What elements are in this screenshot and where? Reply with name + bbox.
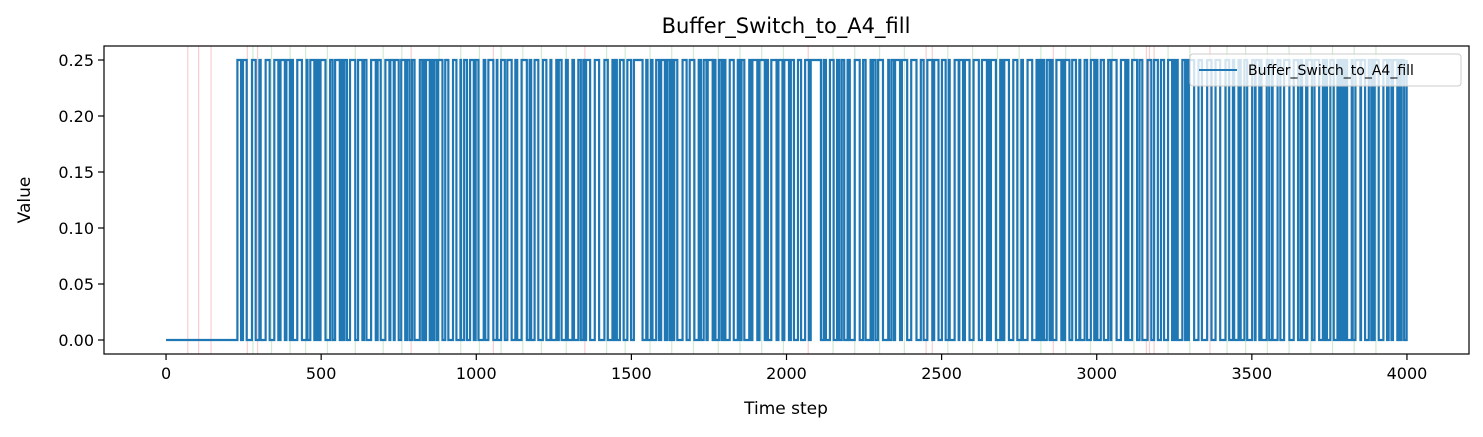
- y-tick-label: 0.05: [58, 275, 94, 294]
- y-tick-label: 0.00: [58, 331, 94, 350]
- series-layer: [166, 58, 1408, 342]
- x-tick-label: 500: [306, 364, 337, 383]
- chart-title: Buffer_Switch_to_A4_fill: [662, 14, 911, 39]
- x-tick-label: 2500: [921, 364, 962, 383]
- legend: Buffer_Switch_to_A4_fill: [1189, 53, 1462, 87]
- x-tick-label: 0: [161, 364, 171, 383]
- x-tick-label: 3000: [1076, 364, 1117, 383]
- y-tick-label: 0.20: [58, 107, 94, 126]
- x-tick-label: 2000: [766, 364, 807, 383]
- y-tick-label: 0.10: [58, 219, 94, 238]
- x-tick-label: 3500: [1231, 364, 1272, 383]
- y-tick-label: 0.25: [58, 51, 94, 70]
- legend-label: Buffer_Switch_to_A4_fill: [1248, 63, 1414, 79]
- legend-box: [1189, 53, 1462, 87]
- x-axis-label: Time step: [743, 399, 828, 419]
- x-tick-label: 1500: [611, 364, 652, 383]
- x-tick-label: 1000: [456, 364, 497, 383]
- x-tick-label: 4000: [1387, 364, 1428, 383]
- y-tick-label: 0.15: [58, 163, 94, 182]
- series-line: [166, 58, 1408, 342]
- y-axis-label: Value: [15, 177, 35, 224]
- x-axis-ticks: 0 500 1000 1500 2000 2500 3000 3500 4000: [161, 354, 1427, 383]
- y-axis-ticks: 0.00 0.05 0.10 0.15 0.20 0.25: [58, 51, 104, 350]
